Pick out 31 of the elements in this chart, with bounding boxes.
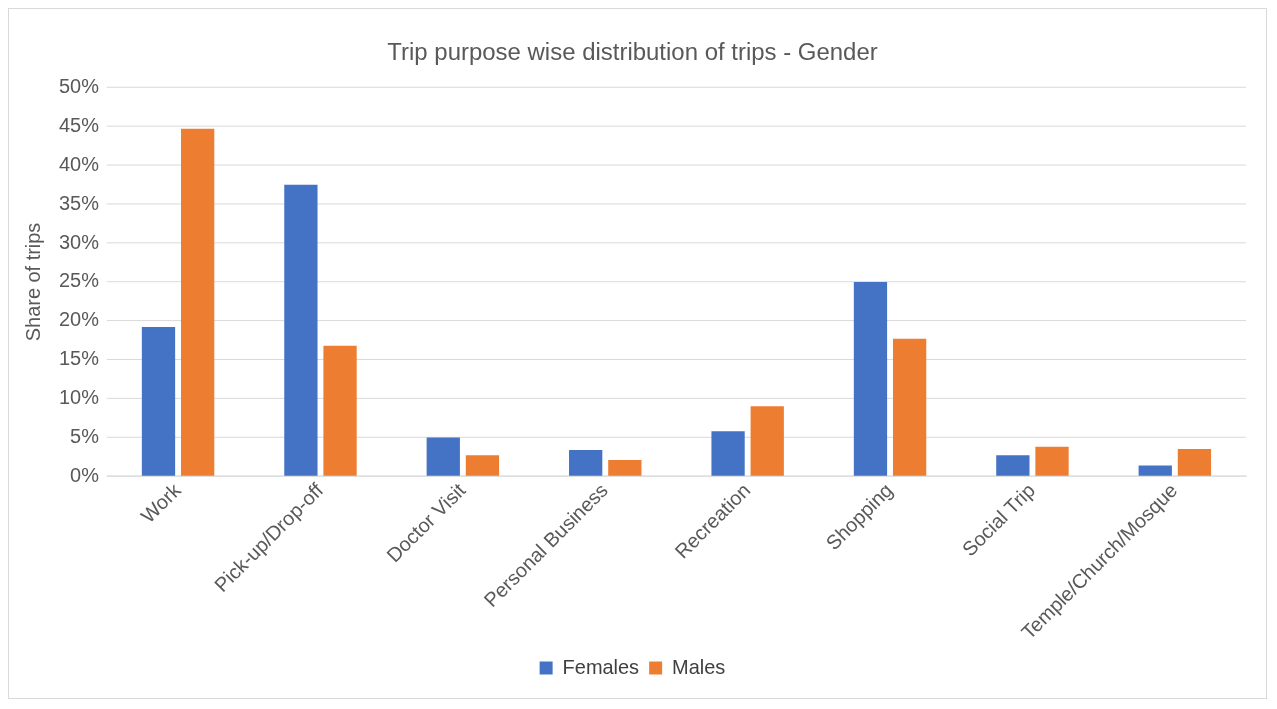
bar bbox=[892, 338, 927, 476]
legend-label: Females bbox=[562, 655, 640, 678]
bar bbox=[569, 449, 603, 476]
bar bbox=[323, 345, 357, 476]
y-tick-label: 40% bbox=[58, 152, 100, 175]
chart-title: Trip purpose wise distribution of trips - Gender bbox=[387, 37, 878, 65]
y-axis-title: Share of trips bbox=[22, 222, 45, 342]
y-tick-label: 0% bbox=[70, 463, 100, 486]
bar bbox=[141, 327, 176, 476]
bar bbox=[465, 455, 500, 476]
bar bbox=[1138, 465, 1172, 476]
y-tick-label: 5% bbox=[70, 424, 100, 447]
bar bbox=[608, 460, 642, 476]
y-tick-label: 45% bbox=[58, 113, 100, 136]
y-tick-label: 30% bbox=[58, 230, 100, 253]
y-tick-label: 35% bbox=[58, 191, 100, 214]
y-tick-label: 15% bbox=[58, 347, 100, 370]
y-tick-label: 20% bbox=[58, 308, 100, 331]
bar bbox=[711, 431, 745, 476]
bar bbox=[853, 281, 888, 476]
y-tick-label: 10% bbox=[58, 386, 100, 409]
y-tick-label: 50% bbox=[58, 75, 100, 98]
bar bbox=[1035, 446, 1069, 476]
bar bbox=[996, 455, 1030, 476]
bar bbox=[1177, 449, 1212, 476]
bar bbox=[750, 406, 784, 476]
bar bbox=[426, 437, 460, 476]
bar bbox=[284, 184, 318, 476]
y-tick-label: 25% bbox=[58, 269, 100, 292]
bar bbox=[181, 128, 215, 476]
legend-label: Males bbox=[672, 655, 726, 678]
